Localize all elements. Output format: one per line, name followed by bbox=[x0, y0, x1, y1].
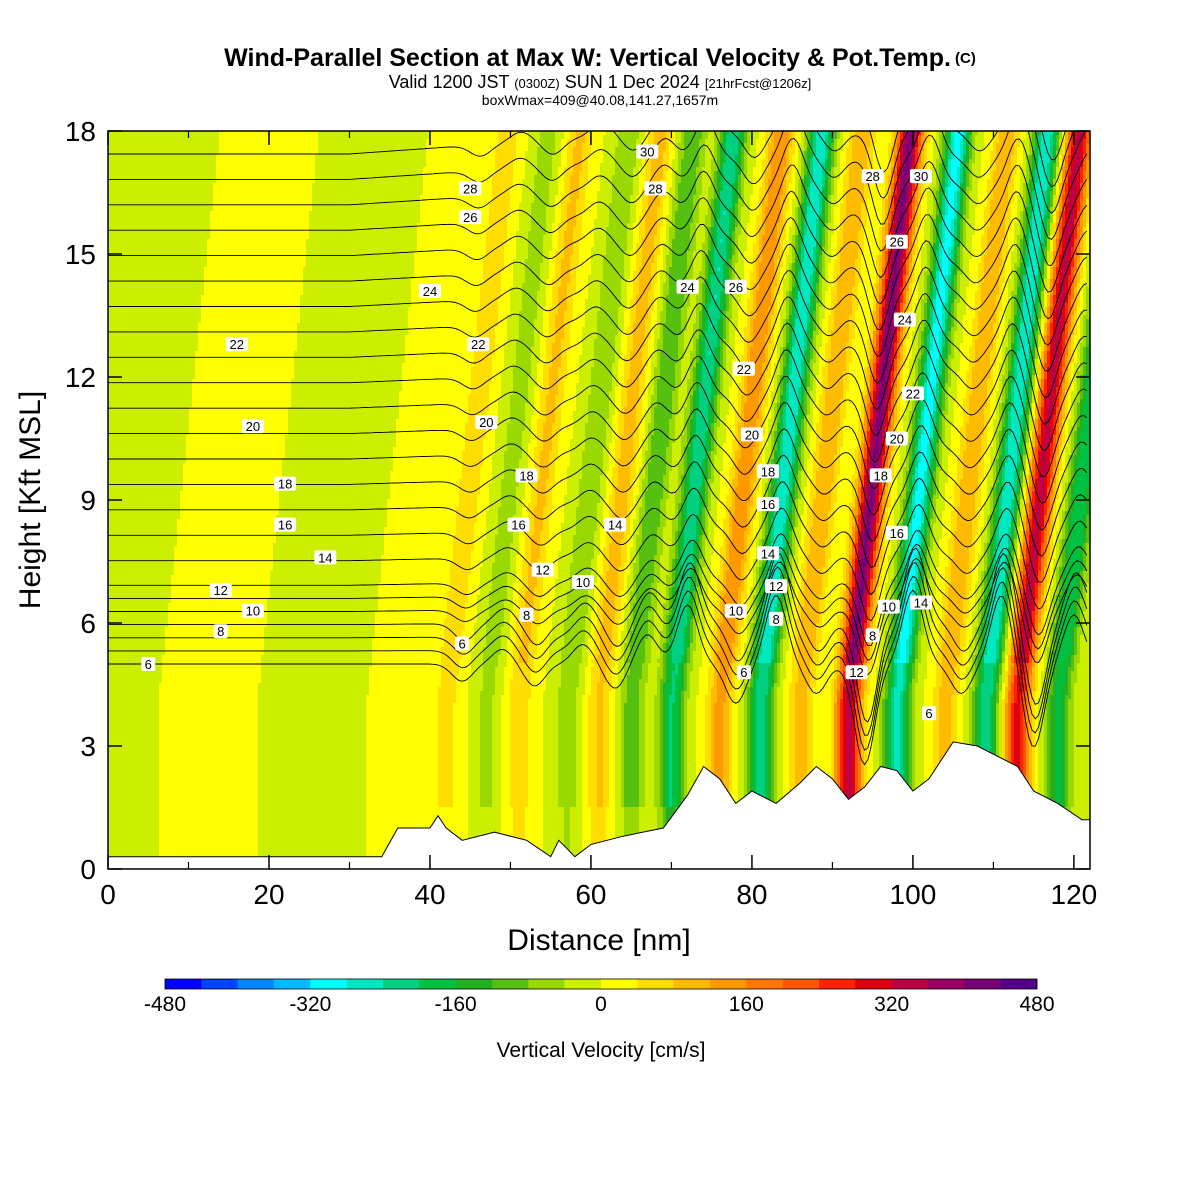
cross-section-chart: 6810121416182022246812101618142022262830… bbox=[0, 0, 1200, 1200]
